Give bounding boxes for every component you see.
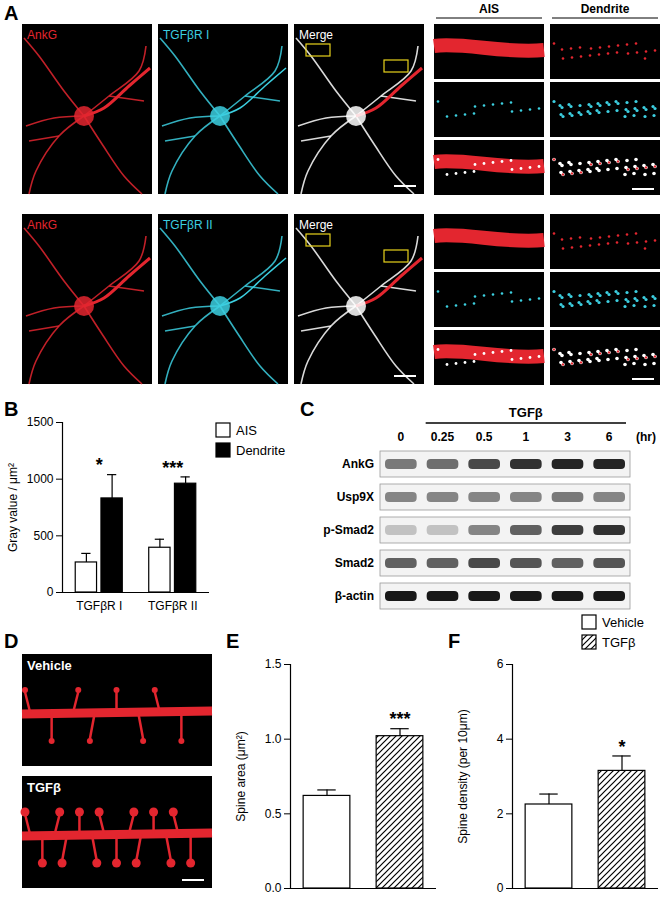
svg-text:1: 1 <box>522 430 529 444</box>
svg-text:0: 0 <box>47 585 54 599</box>
svg-text:AnkG: AnkG <box>27 218 57 232</box>
svg-text:0.5: 0.5 <box>265 807 282 821</box>
svg-text:Vehicle: Vehicle <box>27 658 72 673</box>
svg-text:TGFβR II: TGFβR II <box>163 218 213 232</box>
svg-text:0.25: 0.25 <box>431 430 455 444</box>
svg-text:AnkG: AnkG <box>342 457 374 471</box>
svg-text:1.0: 1.0 <box>265 732 282 746</box>
svg-text:3: 3 <box>564 430 571 444</box>
svg-text:TGFβ: TGFβ <box>27 780 61 795</box>
svg-text:β-actin: β-actin <box>335 589 374 603</box>
svg-text:***: *** <box>162 458 183 478</box>
svg-text:TGFβ: TGFβ <box>602 635 635 650</box>
svg-text:p-Smad2: p-Smad2 <box>323 523 374 537</box>
svg-text:AnkG: AnkG <box>27 28 57 42</box>
svg-text:0: 0 <box>497 881 504 895</box>
svg-text:0.0: 0.0 <box>265 881 282 895</box>
svg-text:*: * <box>96 455 103 475</box>
svg-text:1.5: 1.5 <box>265 657 282 671</box>
svg-text:Smad2: Smad2 <box>335 556 375 570</box>
html-text:C: C <box>300 398 315 420</box>
svg-text:TGFβ: TGFβ <box>509 405 543 420</box>
svg-text:Usp9X: Usp9X <box>337 490 374 504</box>
svg-text:Spine density (per 10μm): Spine density (per 10μm) <box>456 709 470 843</box>
svg-text:0: 0 <box>397 430 404 444</box>
svg-text:*: * <box>618 737 625 757</box>
html-text:E: E <box>226 630 240 652</box>
svg-text:(hr): (hr) <box>636 430 656 444</box>
html-text:B: B <box>4 398 19 420</box>
svg-text:TGFβR II: TGFβR II <box>148 599 198 613</box>
svg-text:Vehicle: Vehicle <box>602 615 644 630</box>
html-text:A: A <box>4 2 19 24</box>
svg-text:TGFβR I: TGFβR I <box>76 599 122 613</box>
svg-text:Merge: Merge <box>299 218 333 232</box>
svg-text:Merge: Merge <box>299 28 333 42</box>
svg-text:0.5: 0.5 <box>476 430 493 444</box>
svg-text:6: 6 <box>606 430 613 444</box>
svg-text:2: 2 <box>497 807 504 821</box>
svg-text:1500: 1500 <box>27 415 54 429</box>
svg-text:Spine area (μm²): Spine area (μm²) <box>234 731 248 821</box>
svg-text:Dendrite: Dendrite <box>581 2 630 16</box>
svg-text:AIS: AIS <box>236 423 257 438</box>
svg-text:6: 6 <box>497 657 504 671</box>
svg-text:4: 4 <box>497 732 504 746</box>
svg-text:500: 500 <box>33 529 53 543</box>
svg-text:TGFβR I: TGFβR I <box>163 28 209 42</box>
svg-text:***: *** <box>389 709 410 729</box>
html-text:D: D <box>4 630 19 652</box>
svg-text:1000: 1000 <box>27 472 54 486</box>
svg-text:Dendrite: Dendrite <box>236 443 285 458</box>
html-text:F: F <box>448 630 461 652</box>
svg-text:AIS: AIS <box>479 2 499 16</box>
svg-text:Gray value / μm²: Gray value / μm² <box>6 463 20 552</box>
